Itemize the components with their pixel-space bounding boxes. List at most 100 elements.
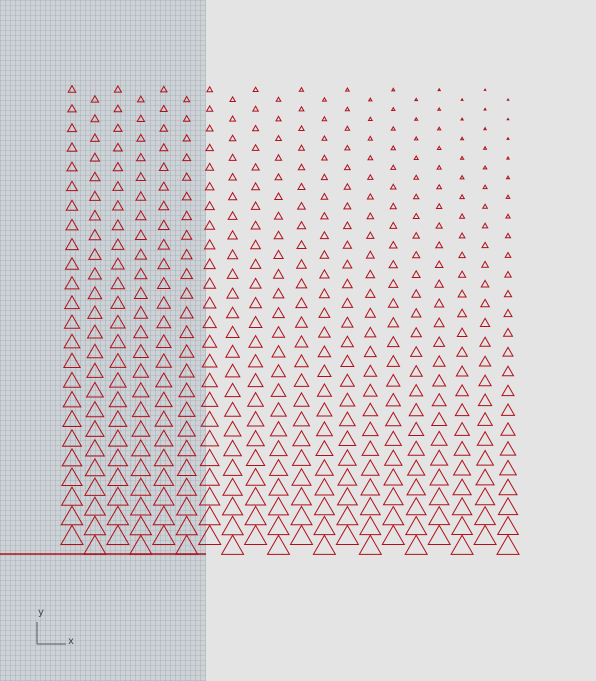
- triangle-curve[interactable]: [316, 363, 332, 377]
- triangle-curve[interactable]: [136, 95, 146, 103]
- triangle-curve[interactable]: [505, 194, 511, 199]
- triangle-curve[interactable]: [483, 126, 488, 131]
- triangle-curve[interactable]: [224, 382, 242, 398]
- triangle-curve[interactable]: [320, 192, 329, 200]
- triangle-curve[interactable]: [228, 114, 237, 122]
- triangle-curve[interactable]: [112, 142, 124, 152]
- triangle-curve[interactable]: [182, 133, 192, 142]
- triangle-curve[interactable]: [251, 162, 261, 171]
- triangle-curve[interactable]: [202, 296, 217, 309]
- triangle-curve[interactable]: [411, 269, 421, 278]
- triangle-curve[interactable]: [178, 343, 195, 358]
- triangle-curve[interactable]: [343, 182, 352, 190]
- triangle-curve[interactable]: [450, 534, 474, 555]
- triangle-curve[interactable]: [504, 232, 512, 239]
- triangle-curve[interactable]: [156, 314, 172, 329]
- triangle-curve[interactable]: [451, 496, 473, 516]
- triangle-curve[interactable]: [478, 355, 492, 367]
- triangle-curve[interactable]: [85, 419, 105, 437]
- triangle-curve[interactable]: [459, 193, 466, 200]
- triangle-curve[interactable]: [504, 251, 512, 258]
- triangle-curve[interactable]: [319, 249, 330, 259]
- triangle-curve[interactable]: [410, 326, 423, 338]
- triangle-curve[interactable]: [297, 124, 305, 131]
- triangle-curve[interactable]: [499, 440, 517, 456]
- triangle-curve[interactable]: [203, 257, 217, 270]
- triangle-curve[interactable]: [340, 316, 354, 328]
- triangle-curve[interactable]: [429, 449, 449, 466]
- triangle-curve[interactable]: [365, 269, 376, 279]
- triangle-curve[interactable]: [482, 184, 488, 190]
- triangle-curve[interactable]: [363, 345, 378, 358]
- triangle-curve[interactable]: [500, 421, 516, 436]
- triangle-curve[interactable]: [249, 239, 262, 250]
- triangle-curve[interactable]: [413, 154, 420, 160]
- triangle-curve[interactable]: [130, 438, 151, 457]
- triangle-curve[interactable]: [153, 429, 174, 447]
- triangle-curve[interactable]: [181, 171, 192, 181]
- triangle-curve[interactable]: [295, 277, 308, 289]
- triangle-curve[interactable]: [388, 240, 398, 249]
- triangle-curve[interactable]: [297, 182, 306, 190]
- triangle-curve[interactable]: [158, 181, 170, 191]
- triangle-curve[interactable]: [505, 175, 511, 180]
- triangle-curve[interactable]: [86, 343, 104, 359]
- triangle-curve[interactable]: [273, 249, 285, 259]
- triangle-curve[interactable]: [408, 402, 425, 417]
- triangle-curve[interactable]: [383, 467, 404, 486]
- triangle-curve[interactable]: [390, 87, 396, 92]
- triangle-curve[interactable]: [200, 391, 219, 407]
- triangle-curve[interactable]: [478, 374, 493, 387]
- triangle-curve[interactable]: [498, 459, 518, 476]
- triangle-curve[interactable]: [224, 344, 241, 358]
- triangle-curve[interactable]: [61, 447, 83, 467]
- triangle-curve[interactable]: [157, 200, 170, 211]
- triangle-curve[interactable]: [340, 335, 355, 348]
- triangle-curve[interactable]: [458, 212, 466, 219]
- triangle-curve[interactable]: [456, 327, 468, 337]
- triangle-curve[interactable]: [110, 257, 126, 270]
- triangle-curve[interactable]: [269, 439, 288, 457]
- triangle-curve[interactable]: [155, 333, 172, 348]
- triangle-curve[interactable]: [413, 174, 420, 180]
- triangle-curve[interactable]: [90, 113, 100, 123]
- triangle-curve[interactable]: [410, 307, 422, 318]
- triangle-curve[interactable]: [483, 107, 487, 111]
- triangle-curve[interactable]: [85, 400, 105, 418]
- triangle-curve[interactable]: [314, 458, 335, 476]
- triangle-curve[interactable]: [453, 440, 471, 456]
- triangle-curve[interactable]: [205, 143, 215, 152]
- triangle-curve[interactable]: [457, 289, 467, 298]
- triangle-curve[interactable]: [245, 467, 267, 486]
- triangle-curve[interactable]: [180, 229, 193, 240]
- triangle-curve[interactable]: [480, 279, 490, 288]
- triangle-curve[interactable]: [364, 307, 377, 318]
- triangle-curve[interactable]: [246, 429, 266, 447]
- triangle-curve[interactable]: [222, 458, 243, 476]
- triangle-curve[interactable]: [296, 201, 307, 210]
- triangle-curve[interactable]: [229, 95, 237, 102]
- triangle-curve[interactable]: [205, 124, 214, 132]
- triangle-curve[interactable]: [476, 411, 494, 426]
- triangle-curve[interactable]: [339, 373, 356, 387]
- triangle-curve[interactable]: [320, 173, 329, 181]
- triangle-curve[interactable]: [366, 211, 375, 220]
- triangle-curve[interactable]: [479, 298, 491, 308]
- triangle-curve[interactable]: [204, 181, 215, 191]
- triangle-curve[interactable]: [176, 458, 197, 476]
- triangle-curve[interactable]: [292, 410, 311, 427]
- triangle-curve[interactable]: [479, 336, 492, 347]
- triangle-curve[interactable]: [316, 401, 333, 417]
- triangle-curve[interactable]: [481, 203, 489, 209]
- triangle-curve[interactable]: [223, 420, 242, 437]
- triangle-curve[interactable]: [314, 477, 335, 496]
- triangle-curve[interactable]: [389, 183, 397, 190]
- triangle-curve[interactable]: [248, 315, 263, 328]
- triangle-curve[interactable]: [384, 430, 403, 446]
- triangle-curve[interactable]: [228, 153, 237, 161]
- triangle-curve[interactable]: [335, 524, 360, 545]
- triangle-curve[interactable]: [358, 534, 383, 555]
- triangle-curve[interactable]: [66, 161, 78, 172]
- triangle-curve[interactable]: [386, 354, 401, 367]
- triangle-curve[interactable]: [390, 106, 396, 111]
